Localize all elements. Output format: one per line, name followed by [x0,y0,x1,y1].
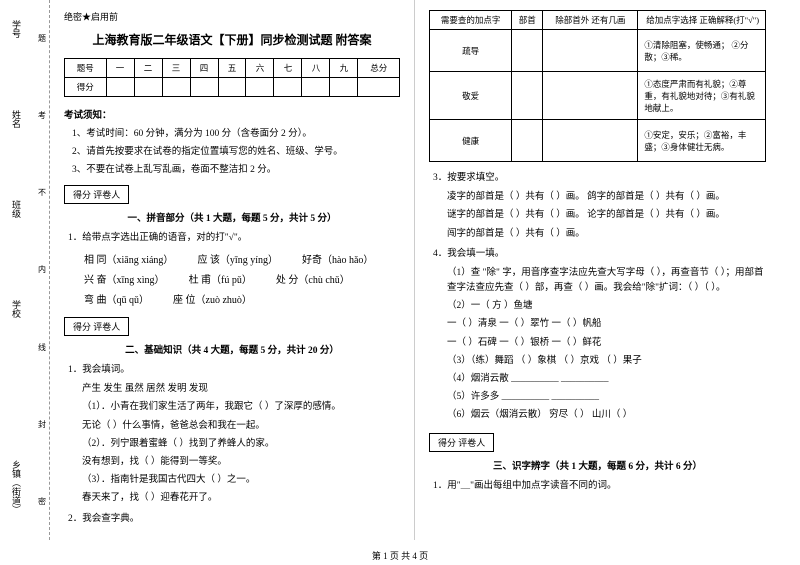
q4-stem: 4．我会填一填。 [429,246,766,262]
notice-item: 1、考试时间：60 分钟，满分为 100 分（含卷面分 2 分）。 [64,125,400,139]
score-box: 得分 评卷人 [429,433,494,452]
notice-heading: 考试须知： [64,107,400,121]
score-box: 得分 评卷人 [64,317,129,336]
page-footer: 第 1 页 共 4 页 [0,549,800,562]
fill-item: （3）（练）舞蹈 （ ）象棋 （ ）京戏 （ ）果子 [447,354,766,369]
fill-item: （2）一（ 方 ）鱼塘 [447,299,766,314]
paper-title: 上海教育版二年级语文【下册】同步检测试题 附答案 [64,31,400,48]
dictionary-lookup-table: 需要查的加点字 部首 除部首外 还有几画 给加点字选择 正确解释(打"√") 疏… [429,10,766,162]
section-1-title: 一、拼音部分（共 1 大题，每题 5 分，共计 5 分） [64,210,400,224]
fill-item: 没有想到，找（ ）能得到一等奖。 [82,455,400,470]
pinyin-row: 兴 奋（xīng xìng） 杜 甫（fú pǔ） 处 分（chù chǔ） [84,271,400,286]
word-bank: 产生 发生 虽然 居然 发明 发现 [82,382,400,397]
row-head: 得分 [65,78,107,97]
right-column: 需要查的加点字 部首 除部首外 还有几画 给加点字选择 正确解释(打"√") 疏… [415,0,780,540]
q2-2-stem: 2．我会查字典。 [64,511,400,527]
fill-item: （3）．指南针是我国古代四大（ ）之一。 [82,473,400,488]
section-2-title: 二、基础知识（共 4 大题，每题 5 分，共计 20 分） [64,342,400,356]
table-row: 敬爱 ①态度严肃而有礼貌；②尊重，有礼貌地对待；③有礼貌地献上。 [430,72,766,120]
side-label-xingming: 姓名 [10,110,23,128]
score-box: 得分 评卷人 [64,185,129,204]
fill-item: 谜字的部首是（ ）共有（ ）画。 论字的部首是（ ）共有（ ）画。 [447,208,766,223]
notice-item: 3、不要在试卷上乱写乱画，卷面不整洁扣 2 分。 [64,161,400,175]
table-row: 需要查的加点字 部首 除部首外 还有几画 给加点字选择 正确解释(打"√") [430,11,766,30]
fill-item: （4）烟消云散 __________ __________ [447,372,766,387]
fill-item: （1）查 "除" 字，用音序查字法应先查大写字母（ ），再查音节（ ）；用部首查… [447,266,766,296]
left-column: 绝密★启用前 上海教育版二年级语文【下册】同步检测试题 附答案 题号 一 二 三… [50,0,415,540]
exam-page: 学号 姓名 班级 学校 乡镇（街道） 题 考 不 内 线 封 密 绝密★启用前 … [0,0,800,540]
fill-item: （2）．列宁跟着蜜蜂（ ）找到了养蜂人的家。 [82,437,400,452]
score-summary-table: 题号 一 二 三 四 五 六 七 八 九 总分 得分 [64,58,400,97]
pinyin-row: 弯 曲（qū qǔ） 座 位（zuò zhuò） [84,291,400,306]
q3-stem: 3．按要求填空。 [429,170,766,186]
side-label-banji: 班级 [10,200,23,218]
table-row: 健康 ①安定，安乐；②富裕，丰盛；③身体健壮无病。 [430,120,766,162]
side-label-xuexiao: 学校 [10,300,23,318]
pinyin-row: 相 同（xiāng xiáng） 应 该（yīng yíng） 好奇（hào h… [84,251,400,266]
section-3-title: 三、识字辨字（共 1 大题，每题 6 分，共计 6 分） [429,458,766,472]
confidential-mark: 绝密★启用前 [64,10,400,23]
q1-stem: 1．给带点字选出正确的语音，对的打"√"。 [64,230,400,246]
side-label-xuehao: 学号 [10,20,23,38]
fill-item: （1）．小青在我们家生活了两年，我跟它（ ）了深厚的感情。 [82,400,400,415]
fill-item: （5）许多多 __________ __________ [447,390,766,405]
seal-line-chars: 题 考 不 内 线 封 密 [38,0,46,540]
fill-item: 凌字的部首是（ ）共有（ ）画。 鸽字的部首是（ ）共有（ ）画。 [447,190,766,205]
fill-item: 春天来了，找（ ）迎春花开了。 [82,491,400,506]
fill-item: 一（ ）清泉 一（ ）翠竹 一（ ）帆船 [447,317,766,332]
notice-item: 2、请首先按要求在试卷的指定位置填写您的姓名、班级、学号。 [64,143,400,157]
table-row: 得分 [65,78,400,97]
fill-item: 一（ ）石碑 一（ ）银桥 一（ ）鲜花 [447,336,766,351]
table-row: 疏导 ①清除阻塞，使畅通； ②分散；③稀。 [430,30,766,72]
side-label-xiangzhen: 乡镇（街道） [10,460,23,514]
binding-sidebar: 学号 姓名 班级 学校 乡镇（街道） 题 考 不 内 线 封 密 [0,0,50,540]
table-row: 题号 一 二 三 四 五 六 七 八 九 总分 [65,59,400,78]
row-head: 题号 [65,59,107,78]
q3-1-stem: 1．用"＿"画出每组中加点字读音不同的词。 [429,478,766,494]
fill-item: （6）烟云（烟消云散） 穷尽（ ） 山川（ ） [447,408,766,423]
fill-item: 无论（ ）什么事情，爸爸总会和我在一起。 [82,419,400,434]
q2-1-stem: 1．我会填词。 [64,362,400,378]
fill-item: 闯字的部首是（ ）共有（ ）画。 [447,227,766,242]
